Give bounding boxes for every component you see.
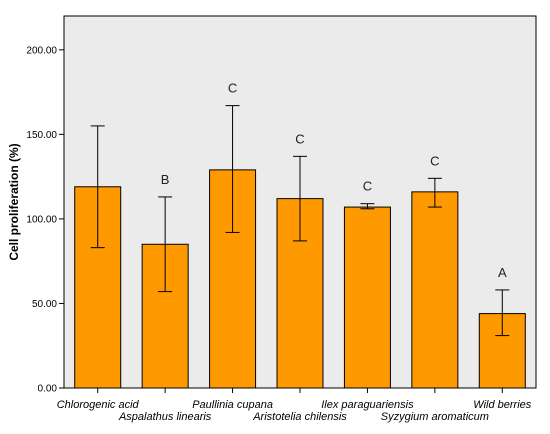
- significance-label: C: [295, 131, 304, 146]
- significance-label: C: [363, 179, 372, 194]
- category-label: Aspalathus linearis: [118, 411, 212, 423]
- error-bars: [90, 105, 510, 337]
- y-tick-label: 150.00: [26, 130, 57, 141]
- error-bar: [495, 289, 510, 337]
- significance-label: C: [430, 153, 439, 168]
- category-label: Chlorogenic acid: [57, 399, 140, 411]
- significance-label: A: [498, 265, 507, 280]
- category-label: Ilex paraguariensis: [321, 399, 414, 411]
- y-tick-label: 100.00: [26, 214, 57, 225]
- y-tick-label: 200.00: [26, 45, 57, 56]
- category-label: Wild berries: [473, 399, 531, 411]
- error-bar: [90, 125, 105, 249]
- bars: [74, 169, 526, 389]
- y-axis: 0.00 50.00 100.00 150.00 200.00: [26, 45, 64, 395]
- category-label: Syzygium aromaticum: [381, 411, 489, 423]
- significance-label: B: [161, 172, 170, 187]
- category-label: Paullinia cupana: [192, 399, 273, 411]
- error-bar: [427, 177, 442, 208]
- bar: [411, 191, 459, 389]
- error-bar: [225, 105, 240, 233]
- y-tick-label: 50.00: [32, 299, 57, 310]
- significance-labels: B C C C C A: [161, 81, 507, 280]
- y-tick-label: 0.00: [38, 384, 58, 395]
- category-label: Aristotelia chilensis: [252, 411, 347, 423]
- error-bar: [158, 196, 173, 293]
- error-bar: [293, 155, 307, 242]
- significance-label: C: [228, 81, 237, 96]
- y-axis-label: Cell proliferation (%): [7, 143, 21, 260]
- error-bar: [360, 203, 375, 210]
- bar: [343, 206, 391, 389]
